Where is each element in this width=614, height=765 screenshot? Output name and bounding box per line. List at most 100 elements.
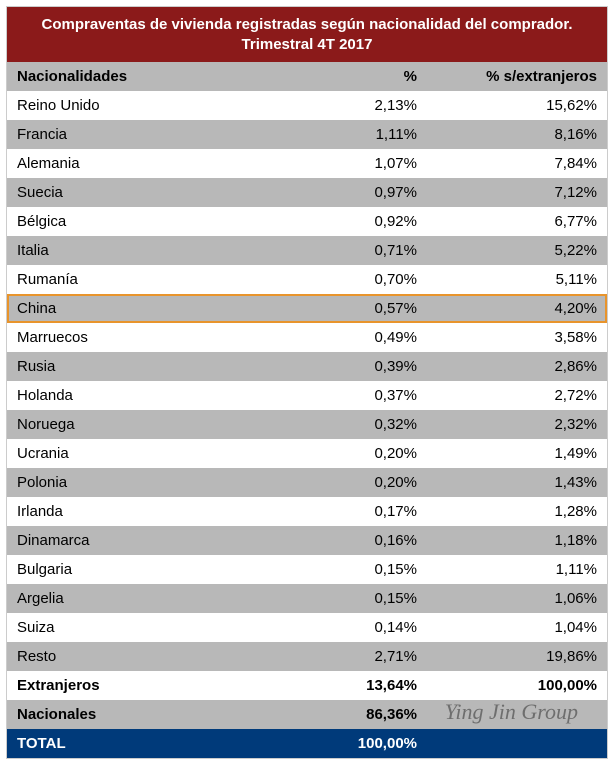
cell-ext: 19,86%: [427, 642, 607, 671]
cell-pct: 0,20%: [277, 468, 427, 497]
cell-name: Reino Unido: [7, 91, 277, 120]
table-row: Reino Unido2,13%15,62%: [7, 91, 607, 120]
table-row: Suecia0,97%7,12%: [7, 178, 607, 207]
cell-name: Nacionales: [7, 700, 277, 729]
table-container: Compraventas de vivienda registradas seg…: [6, 6, 608, 759]
cell-pct: 1,07%: [277, 149, 427, 178]
cell-name: Marruecos: [7, 323, 277, 352]
cell-ext: 4,20%: [427, 294, 607, 323]
cell-pct: 2,71%: [277, 642, 427, 671]
cell-name: Italia: [7, 236, 277, 265]
table-row: Suiza0,14%1,04%: [7, 613, 607, 642]
table-title: Compraventas de vivienda registradas seg…: [7, 7, 607, 62]
col-header-name: Nacionalidades: [7, 62, 277, 91]
cell-ext: 1,11%: [427, 555, 607, 584]
cell-name: Francia: [7, 120, 277, 149]
cell-ext: 3,58%: [427, 323, 607, 352]
cell-ext: 1,18%: [427, 526, 607, 555]
cell-name: Argelia: [7, 584, 277, 613]
cell-pct: 0,97%: [277, 178, 427, 207]
cell-pct: 0,16%: [277, 526, 427, 555]
table-row: Bélgica0,92%6,77%: [7, 207, 607, 236]
table-row: Ucrania0,20%1,49%: [7, 439, 607, 468]
cell-ext: 15,62%: [427, 91, 607, 120]
table-row: Irlanda0,17%1,28%: [7, 497, 607, 526]
cell-ext: [427, 729, 607, 758]
col-header-pct: %: [277, 62, 427, 91]
cell-pct: 0,39%: [277, 352, 427, 381]
cell-name: Polonia: [7, 468, 277, 497]
header-row: Nacionalidades % % s/extranjeros: [7, 62, 607, 91]
table-row: Resto2,71%19,86%: [7, 642, 607, 671]
cell-pct: 0,57%: [277, 294, 427, 323]
cell-name: Dinamarca: [7, 526, 277, 555]
table-row: Polonia0,20%1,43%: [7, 468, 607, 497]
table-row: Rumanía0,70%5,11%: [7, 265, 607, 294]
table-body: Reino Unido2,13%15,62%Francia1,11%8,16%A…: [7, 91, 607, 758]
cell-name: Rusia: [7, 352, 277, 381]
cell-ext: 5,11%: [427, 265, 607, 294]
subtotal-extranjeros-row: Extranjeros13,64%100,00%: [7, 671, 607, 700]
table-row: Bulgaria0,15%1,11%: [7, 555, 607, 584]
table-row: Holanda0,37%2,72%: [7, 381, 607, 410]
table-row: Italia0,71%5,22%: [7, 236, 607, 265]
cell-ext: 1,49%: [427, 439, 607, 468]
data-table: Nacionalidades % % s/extranjeros Reino U…: [7, 62, 607, 758]
subtotal-nacionales-row: Nacionales86,36%: [7, 700, 607, 729]
cell-name: Extranjeros: [7, 671, 277, 700]
cell-ext: 8,16%: [427, 120, 607, 149]
cell-pct: 0,15%: [277, 555, 427, 584]
cell-pct: 1,11%: [277, 120, 427, 149]
cell-name: Alemania: [7, 149, 277, 178]
cell-pct: 0,37%: [277, 381, 427, 410]
cell-pct: 86,36%: [277, 700, 427, 729]
cell-pct: 0,20%: [277, 439, 427, 468]
total-row: TOTAL100,00%: [7, 729, 607, 758]
cell-pct: 2,13%: [277, 91, 427, 120]
cell-ext: 7,84%: [427, 149, 607, 178]
cell-name: Holanda: [7, 381, 277, 410]
cell-name: TOTAL: [7, 729, 277, 758]
cell-pct: 0,14%: [277, 613, 427, 642]
table-row: Marruecos0,49%3,58%: [7, 323, 607, 352]
table-row: Alemania1,07%7,84%: [7, 149, 607, 178]
cell-ext: 1,04%: [427, 613, 607, 642]
table-row: Dinamarca0,16%1,18%: [7, 526, 607, 555]
cell-ext: 1,28%: [427, 497, 607, 526]
cell-name: Bélgica: [7, 207, 277, 236]
cell-name: Noruega: [7, 410, 277, 439]
cell-ext: 1,43%: [427, 468, 607, 497]
cell-ext: 1,06%: [427, 584, 607, 613]
table-row: China0,57%4,20%: [7, 294, 607, 323]
cell-ext: 2,32%: [427, 410, 607, 439]
cell-name: China: [7, 294, 277, 323]
cell-ext: 6,77%: [427, 207, 607, 236]
cell-pct: 0,49%: [277, 323, 427, 352]
cell-ext: 2,86%: [427, 352, 607, 381]
cell-ext: 100,00%: [427, 671, 607, 700]
cell-name: Suecia: [7, 178, 277, 207]
col-header-ext: % s/extranjeros: [427, 62, 607, 91]
cell-ext: 5,22%: [427, 236, 607, 265]
cell-pct: 0,70%: [277, 265, 427, 294]
cell-name: Bulgaria: [7, 555, 277, 584]
cell-pct: 0,32%: [277, 410, 427, 439]
cell-pct: 0,15%: [277, 584, 427, 613]
table-row: Noruega0,32%2,32%: [7, 410, 607, 439]
cell-pct: 0,71%: [277, 236, 427, 265]
cell-ext: 2,72%: [427, 381, 607, 410]
cell-ext: [427, 700, 607, 729]
cell-pct: 100,00%: [277, 729, 427, 758]
cell-name: Ucrania: [7, 439, 277, 468]
cell-name: Rumanía: [7, 265, 277, 294]
cell-pct: 0,17%: [277, 497, 427, 526]
cell-name: Suiza: [7, 613, 277, 642]
table-row: Francia1,11%8,16%: [7, 120, 607, 149]
cell-name: Resto: [7, 642, 277, 671]
cell-name: Irlanda: [7, 497, 277, 526]
table-row: Rusia0,39%2,86%: [7, 352, 607, 381]
cell-pct: 13,64%: [277, 671, 427, 700]
table-row: Argelia0,15%1,06%: [7, 584, 607, 613]
cell-ext: 7,12%: [427, 178, 607, 207]
cell-pct: 0,92%: [277, 207, 427, 236]
